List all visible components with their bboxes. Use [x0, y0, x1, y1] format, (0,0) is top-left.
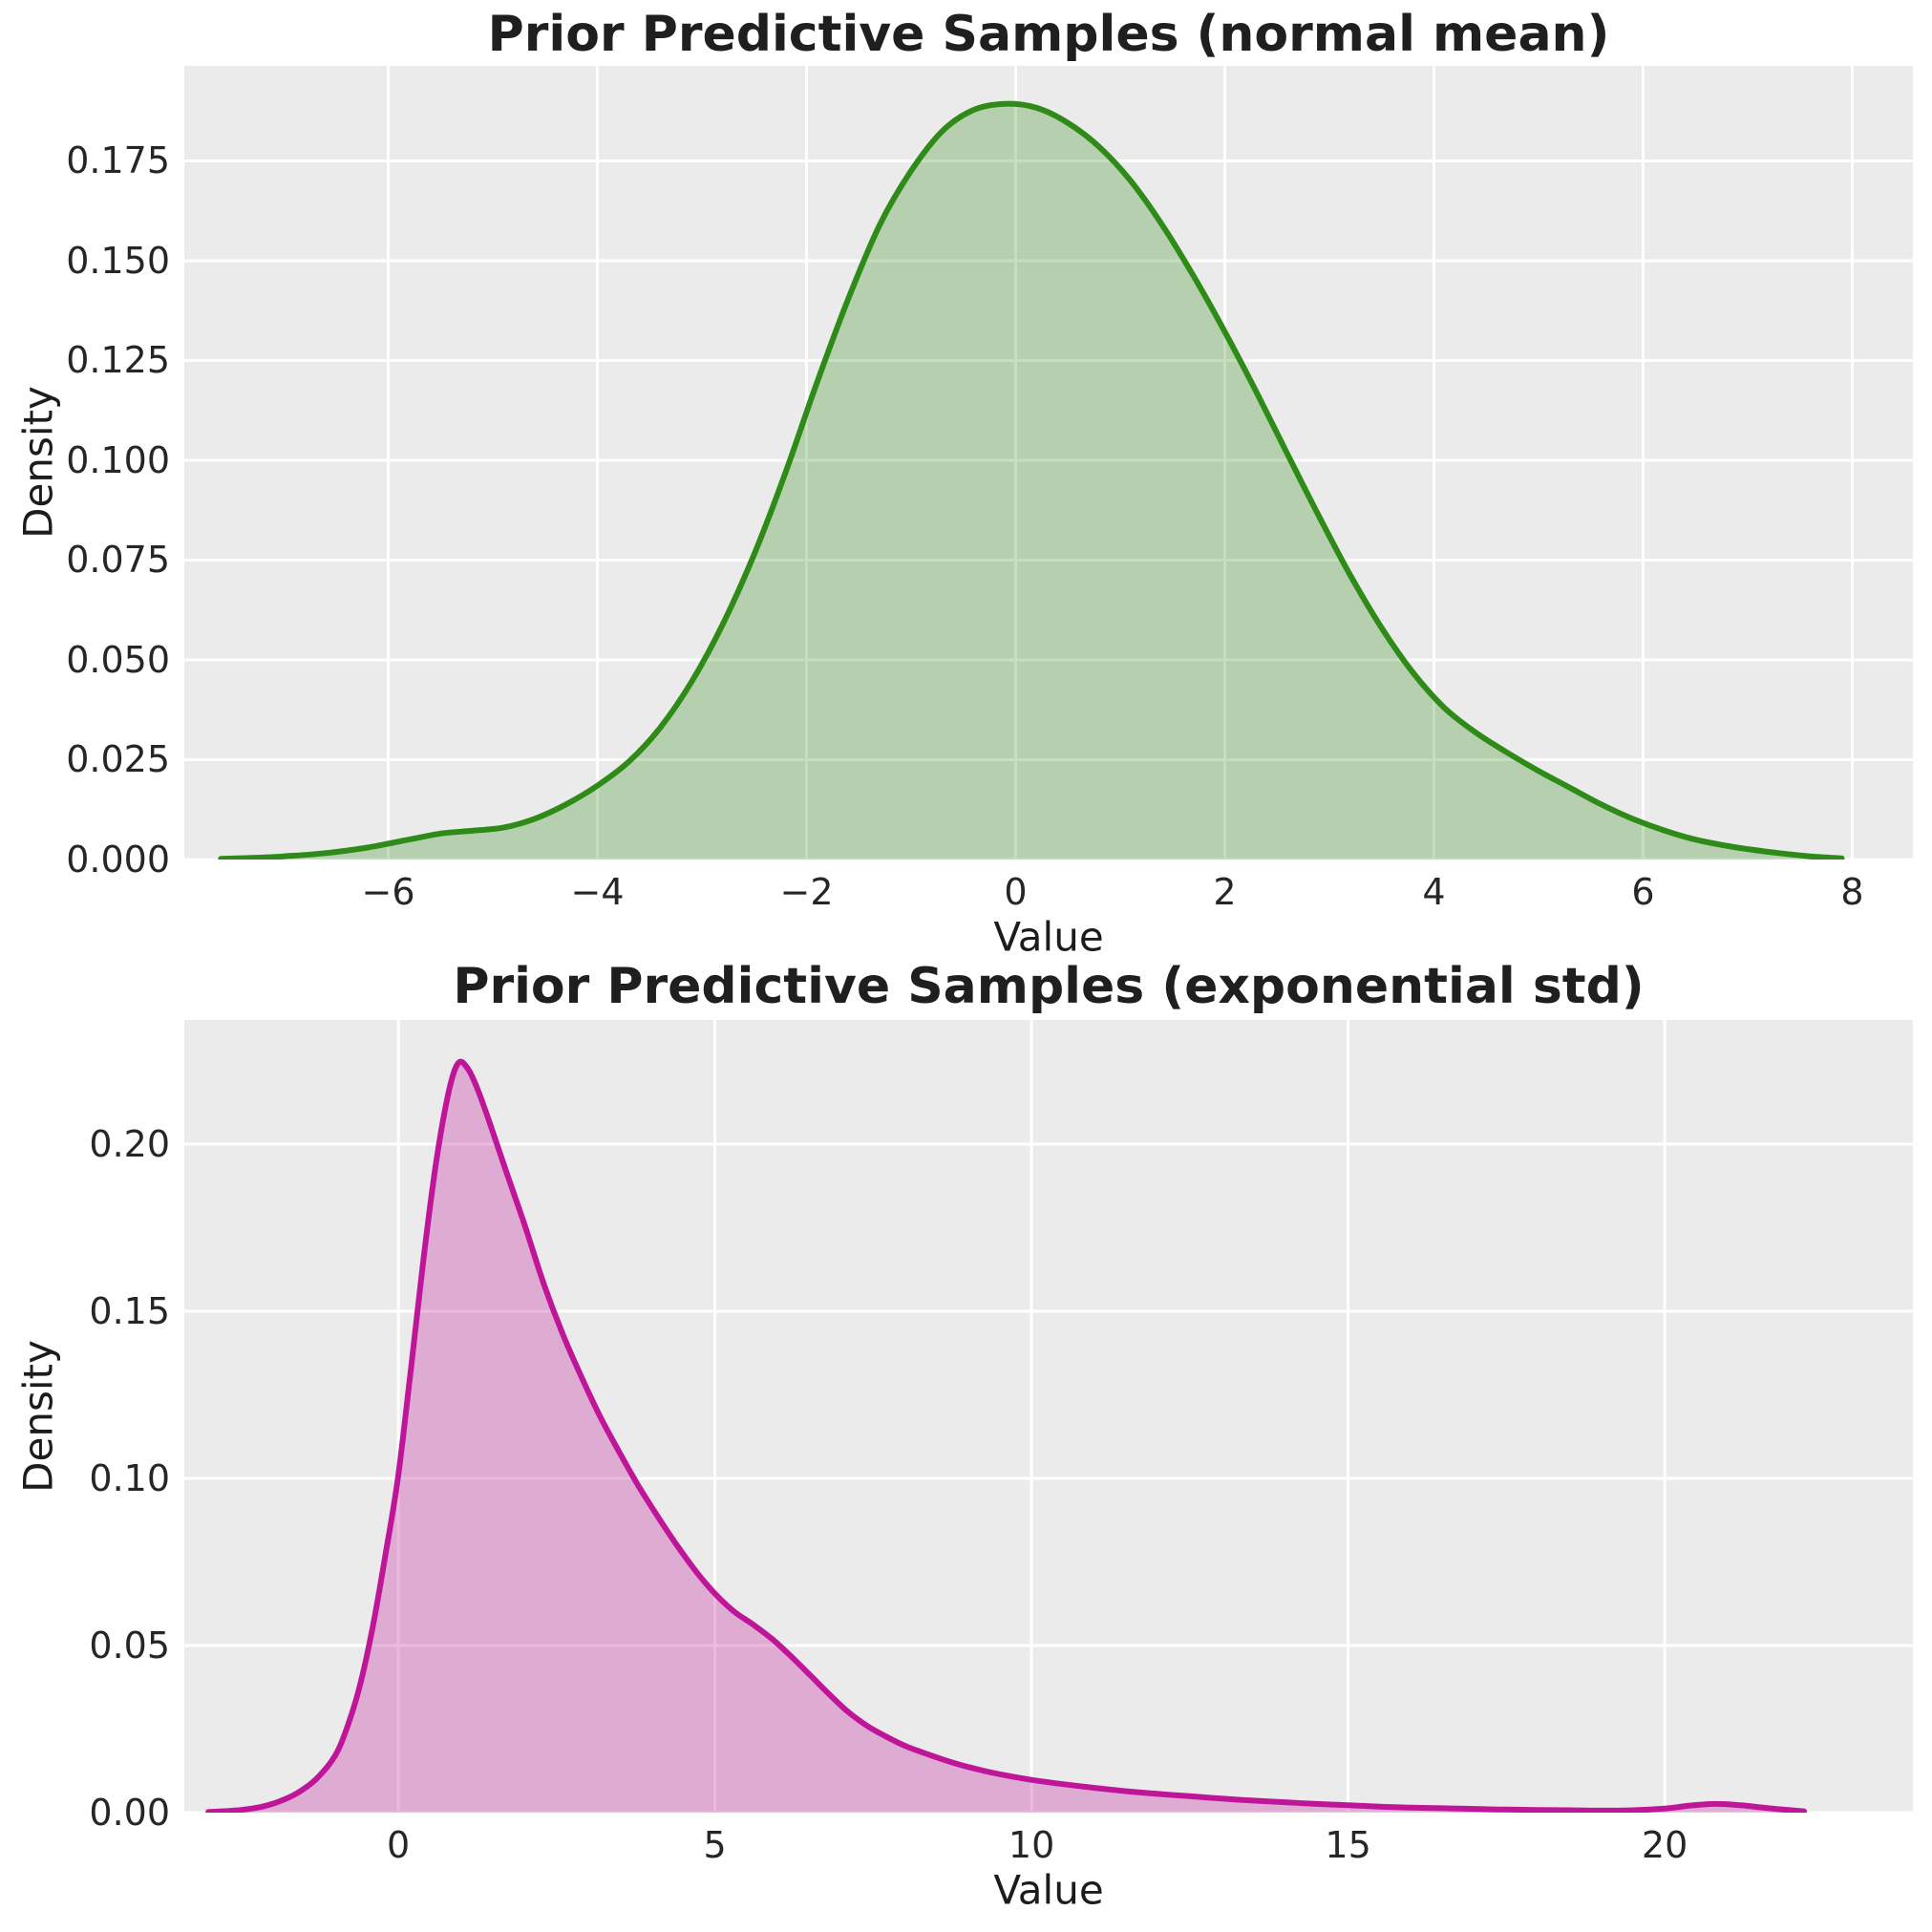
y-tick-label: 0.10	[89, 1456, 170, 1499]
kde-fill-area	[221, 103, 1842, 860]
plot-background	[184, 1020, 1913, 1813]
y-tick-label: 0.050	[66, 638, 170, 681]
y-tick-label: 0.125	[66, 339, 170, 382]
x-tick-label: 20	[1641, 1824, 1688, 1866]
kde-curve	[218, 100, 1845, 860]
chart-title-bottom: Prior Predictive Samples (exponential st…	[453, 958, 1645, 1015]
plot-background	[184, 66, 1913, 860]
y-tick-label: 0.15	[89, 1289, 170, 1332]
y-tick-label: 0.000	[66, 839, 170, 881]
x-tick-label: −4	[570, 871, 625, 913]
x-tick-label: 5	[703, 1824, 727, 1866]
x-axis-label-bottom: Value	[993, 1866, 1104, 1914]
x-tick-label: 2	[1213, 871, 1237, 913]
x-tick-label: 6	[1631, 871, 1655, 913]
y-tick-label: 0.20	[89, 1122, 170, 1165]
y-tick-label: 0.00	[89, 1792, 170, 1834]
kde-fill-area	[208, 1061, 1805, 1813]
y-tick-label: 0.100	[66, 438, 170, 481]
x-tick-label: 10	[1008, 1824, 1055, 1866]
y-tick-label: 0.025	[66, 738, 170, 781]
chart-title-top: Prior Predictive Samples (normal mean)	[487, 6, 1610, 63]
gridlines	[184, 66, 1913, 860]
x-tick-label: 0	[387, 1824, 411, 1866]
y-tick-label: 0.05	[89, 1624, 170, 1667]
kde-curve	[205, 1058, 1807, 1813]
x-tick-label: 0	[1004, 871, 1028, 913]
gridlines	[184, 1020, 1913, 1813]
y-axis-label-bottom: Density	[14, 1340, 62, 1493]
x-axis-label-top: Value	[993, 913, 1104, 961]
y-tick-label: 0.075	[66, 539, 170, 582]
y-axis-label-top: Density	[14, 386, 62, 539]
y-tick-label: 0.150	[66, 239, 170, 282]
x-tick-label: 15	[1325, 1824, 1371, 1866]
kde-plot-normal-mean	[184, 66, 1913, 860]
x-tick-label: 8	[1840, 871, 1864, 913]
y-tick-label: 0.175	[66, 139, 170, 182]
x-tick-label: −6	[361, 871, 415, 913]
kde-plot-exponential-std	[184, 1020, 1913, 1813]
x-tick-label: 4	[1422, 871, 1446, 913]
x-tick-label: −2	[779, 871, 834, 913]
